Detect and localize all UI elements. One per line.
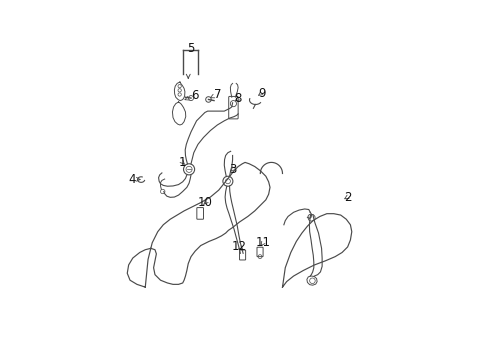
Text: 3: 3 [228,163,236,176]
Text: 2: 2 [343,190,351,203]
Text: 6: 6 [184,89,198,102]
Text: 9: 9 [258,87,265,100]
Text: 1: 1 [179,156,186,169]
Text: 12: 12 [231,240,246,253]
Text: 8: 8 [234,92,242,105]
Text: 7: 7 [210,88,221,101]
Text: 4: 4 [128,172,140,185]
Text: 10: 10 [198,196,212,209]
Text: 11: 11 [255,236,270,249]
Text: 5: 5 [187,42,194,55]
